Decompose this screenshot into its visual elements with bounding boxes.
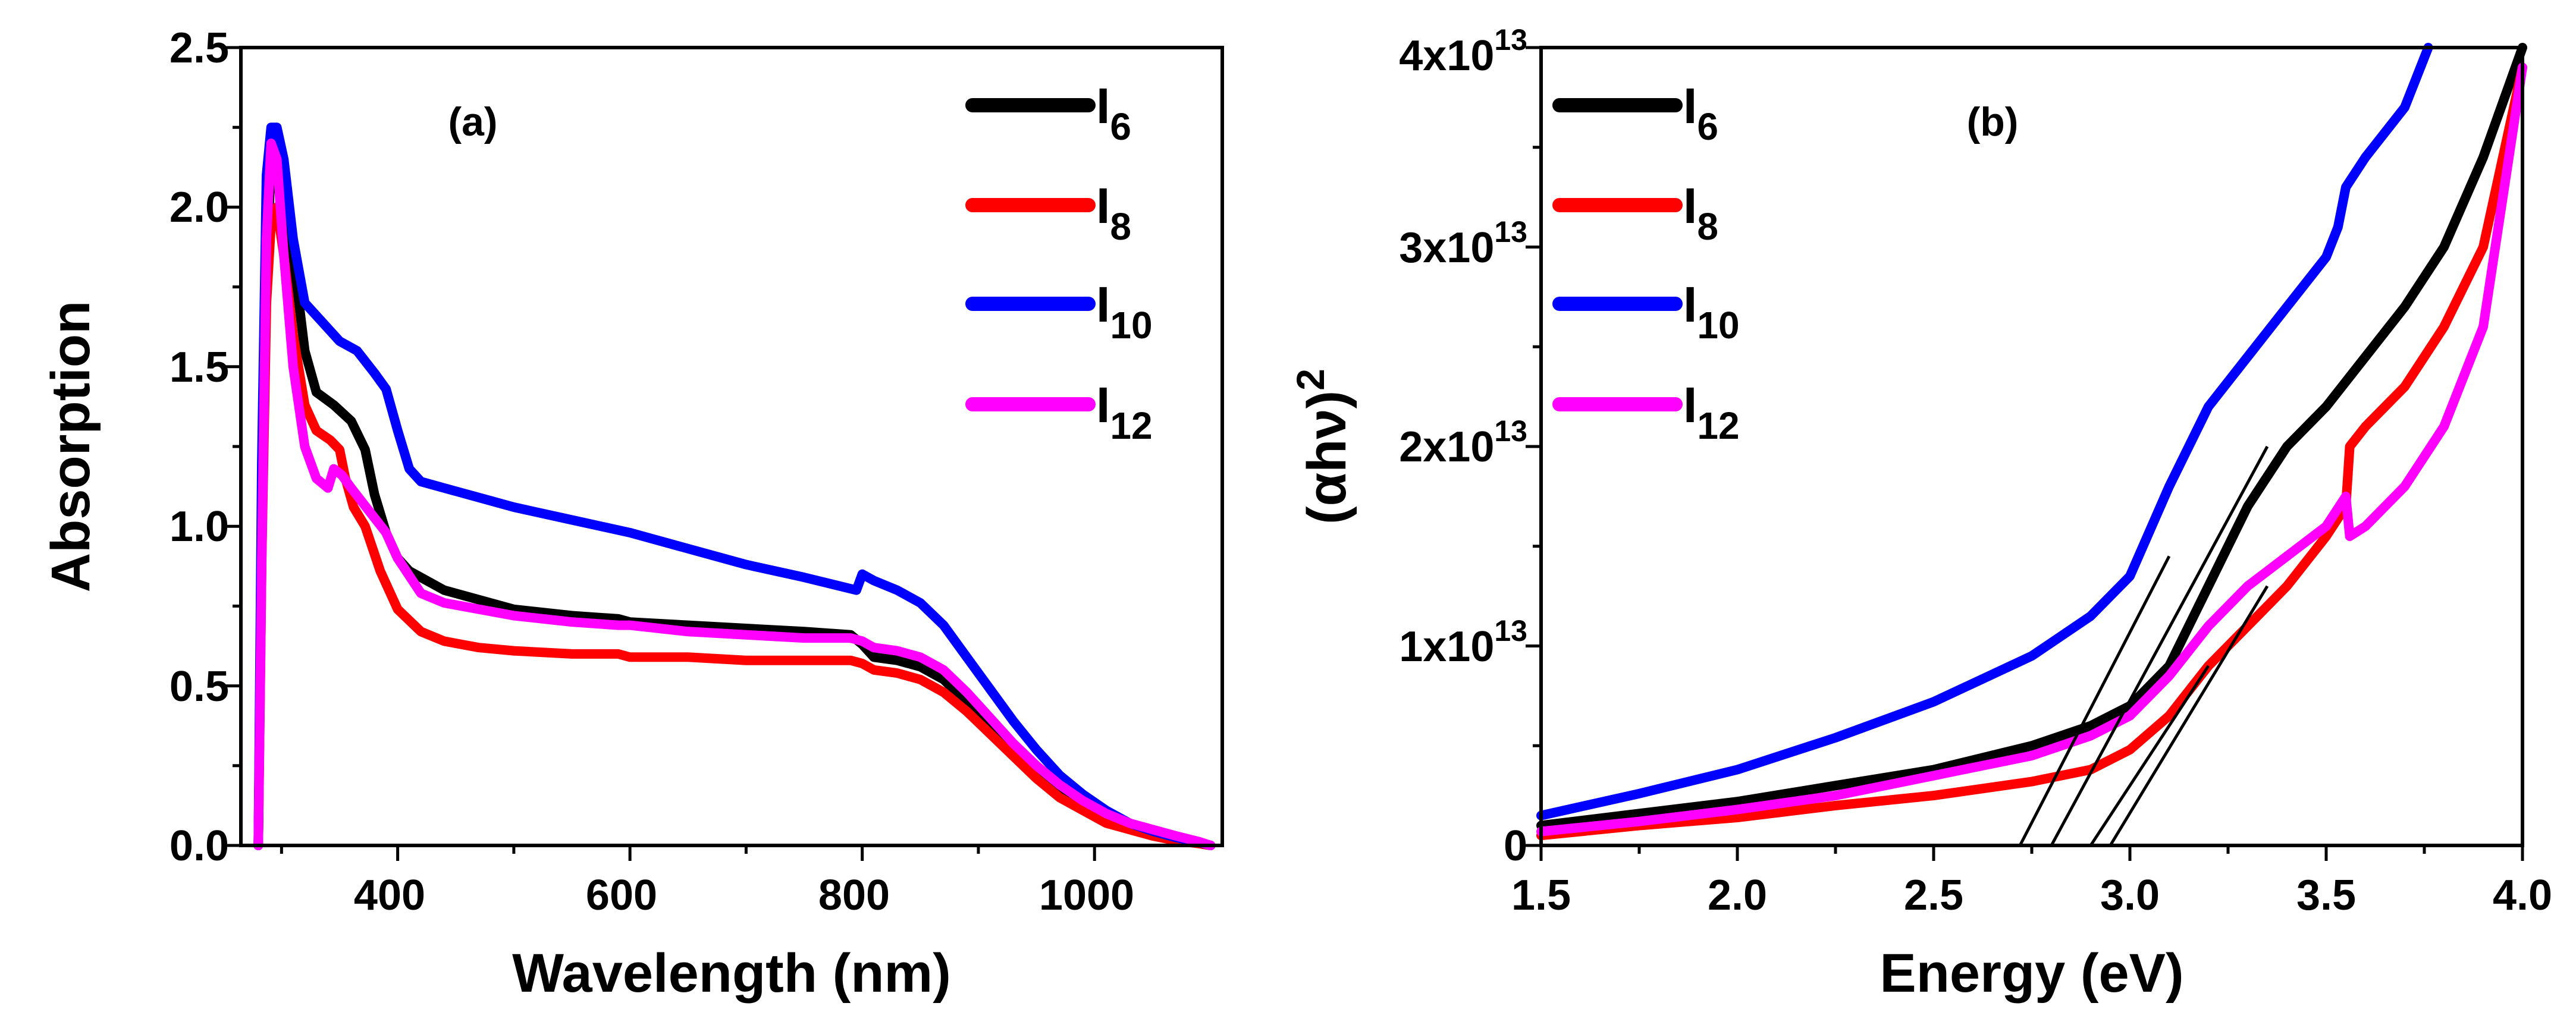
panel-b-plot-frame <box>1539 46 2524 847</box>
a-series-line-i8 <box>253 202 1216 850</box>
b-x-tick-label-5: 4.0 <box>2493 872 2552 919</box>
panel-a-plot-frame <box>239 46 1224 847</box>
b-series-line-i10 <box>1536 43 2433 820</box>
b-legend-main-i12: I <box>1683 377 1697 433</box>
a-legend-sub-i12: 12 <box>1110 404 1152 447</box>
a-y-tick-label-5: 2.5 <box>170 24 229 72</box>
b-x-tick-label-2: 2.5 <box>1904 872 1963 919</box>
b-x-tick-label-0: 1.5 <box>1511 872 1571 919</box>
panel-a-absorption-chart: 0.0 0.5 1.0 1.5 2.0 2.5 400 600 800 1000… <box>40 24 1224 1004</box>
b-series-line-i6 <box>1536 43 2527 831</box>
a-y-tick-label-1: 0.5 <box>170 663 229 710</box>
b-legend-sub-i12: 12 <box>1697 404 1739 447</box>
panel-b-series-group <box>1536 43 2527 841</box>
b-legend-sub-i10: 10 <box>1697 304 1739 347</box>
a-legend-sub-i8: 8 <box>1110 205 1131 248</box>
b-legend: I6 I8 I10 I12 <box>1552 78 1740 447</box>
b-x-tick-label-1: 2.0 <box>1708 872 1767 919</box>
a-legend-label-i10: I10 <box>1096 276 1153 347</box>
b-panel-label: (b) <box>1967 99 2019 144</box>
b-y-tick-label-1: 1x1013 <box>1399 614 1527 671</box>
panel-a-series-group <box>253 122 1216 850</box>
a-y-tick-label-4: 2.0 <box>170 184 229 231</box>
b-y-tick-label-3: 3x1013 <box>1399 215 1527 272</box>
b-series-line-i8 <box>1536 62 2527 841</box>
a-legend: I6 I8 I10 I12 <box>965 78 1153 447</box>
a-legend-sub-i10: 10 <box>1110 304 1152 347</box>
b-fit-line-i10-tangent <box>2018 555 2171 847</box>
a-series-line-i10 <box>253 122 1216 850</box>
a-y-tick-label-3: 1.5 <box>170 344 229 391</box>
b-legend-label-i8: I8 <box>1683 178 1718 248</box>
a-legend-main-i6: I <box>1096 78 1110 134</box>
b-legend-main-i6: I <box>1683 78 1697 134</box>
a-legend-main-i8: I <box>1096 178 1110 234</box>
b-fit-line-i8-tangent <box>2109 585 2269 847</box>
a-legend-main-i10: I <box>1096 276 1110 332</box>
b-y-axis-title: (αhν)2 <box>1288 369 1357 524</box>
a-legend-sub-i6: 6 <box>1110 105 1131 148</box>
a-legend-label-i12: I12 <box>1096 377 1153 447</box>
b-legend-label-i10: I10 <box>1683 276 1740 347</box>
a-legend-main-i12: I <box>1096 377 1110 433</box>
b-x-tick-label-3: 3.0 <box>2100 872 2160 919</box>
b-series-line-i12 <box>1536 62 2527 837</box>
a-x-tick-label-0: 400 <box>354 872 425 919</box>
a-y-tick-label-0: 0.0 <box>170 822 229 870</box>
b-legend-sub-i6: 6 <box>1697 105 1718 148</box>
panel-b-tauc-chart: 0 1x1013 2x1013 3x1013 4x1013 1.5 2.0 2.… <box>1288 23 2552 1004</box>
b-x-axis-title: Energy (eV) <box>1880 943 2183 1004</box>
b-fit-line-i6-tangent <box>2050 445 2269 847</box>
a-x-axis-title: Wavelength (nm) <box>512 943 951 1004</box>
a-legend-label-i6: I6 <box>1096 78 1131 148</box>
b-legend-main-i8: I <box>1683 178 1697 234</box>
a-y-tick-label-2: 1.0 <box>170 503 229 551</box>
a-x-tick-label-3: 1000 <box>1039 872 1134 919</box>
a-y-axis-title: Absorption <box>40 301 101 593</box>
a-x-tick-label-2: 800 <box>818 872 890 919</box>
panel-b-fit-lines <box>2018 445 2269 847</box>
a-legend-label-i8: I8 <box>1096 178 1131 248</box>
a-x-tick-label-1: 600 <box>586 872 657 919</box>
a-series-line-i6 <box>253 139 1216 850</box>
b-y-tick-label-4: 4x1013 <box>1399 23 1527 80</box>
b-legend-main-i10: I <box>1683 276 1697 332</box>
b-legend-sub-i8: 8 <box>1697 205 1718 248</box>
b-fit-line-i12-tangent <box>2089 665 2210 847</box>
panel-a-tick-marks <box>225 46 1096 861</box>
b-legend-label-i12: I12 <box>1683 377 1740 447</box>
a-series-line-i12 <box>253 139 1216 850</box>
b-y-tick-label-2: 2x1013 <box>1399 414 1527 471</box>
b-legend-label-i6: I6 <box>1683 78 1718 148</box>
b-x-tick-label-4: 3.5 <box>2296 872 2356 919</box>
b-y-tick-label-0: 0 <box>1504 822 1527 870</box>
a-panel-label: (a) <box>448 99 497 144</box>
panel-b-tick-marks <box>1526 46 2524 861</box>
